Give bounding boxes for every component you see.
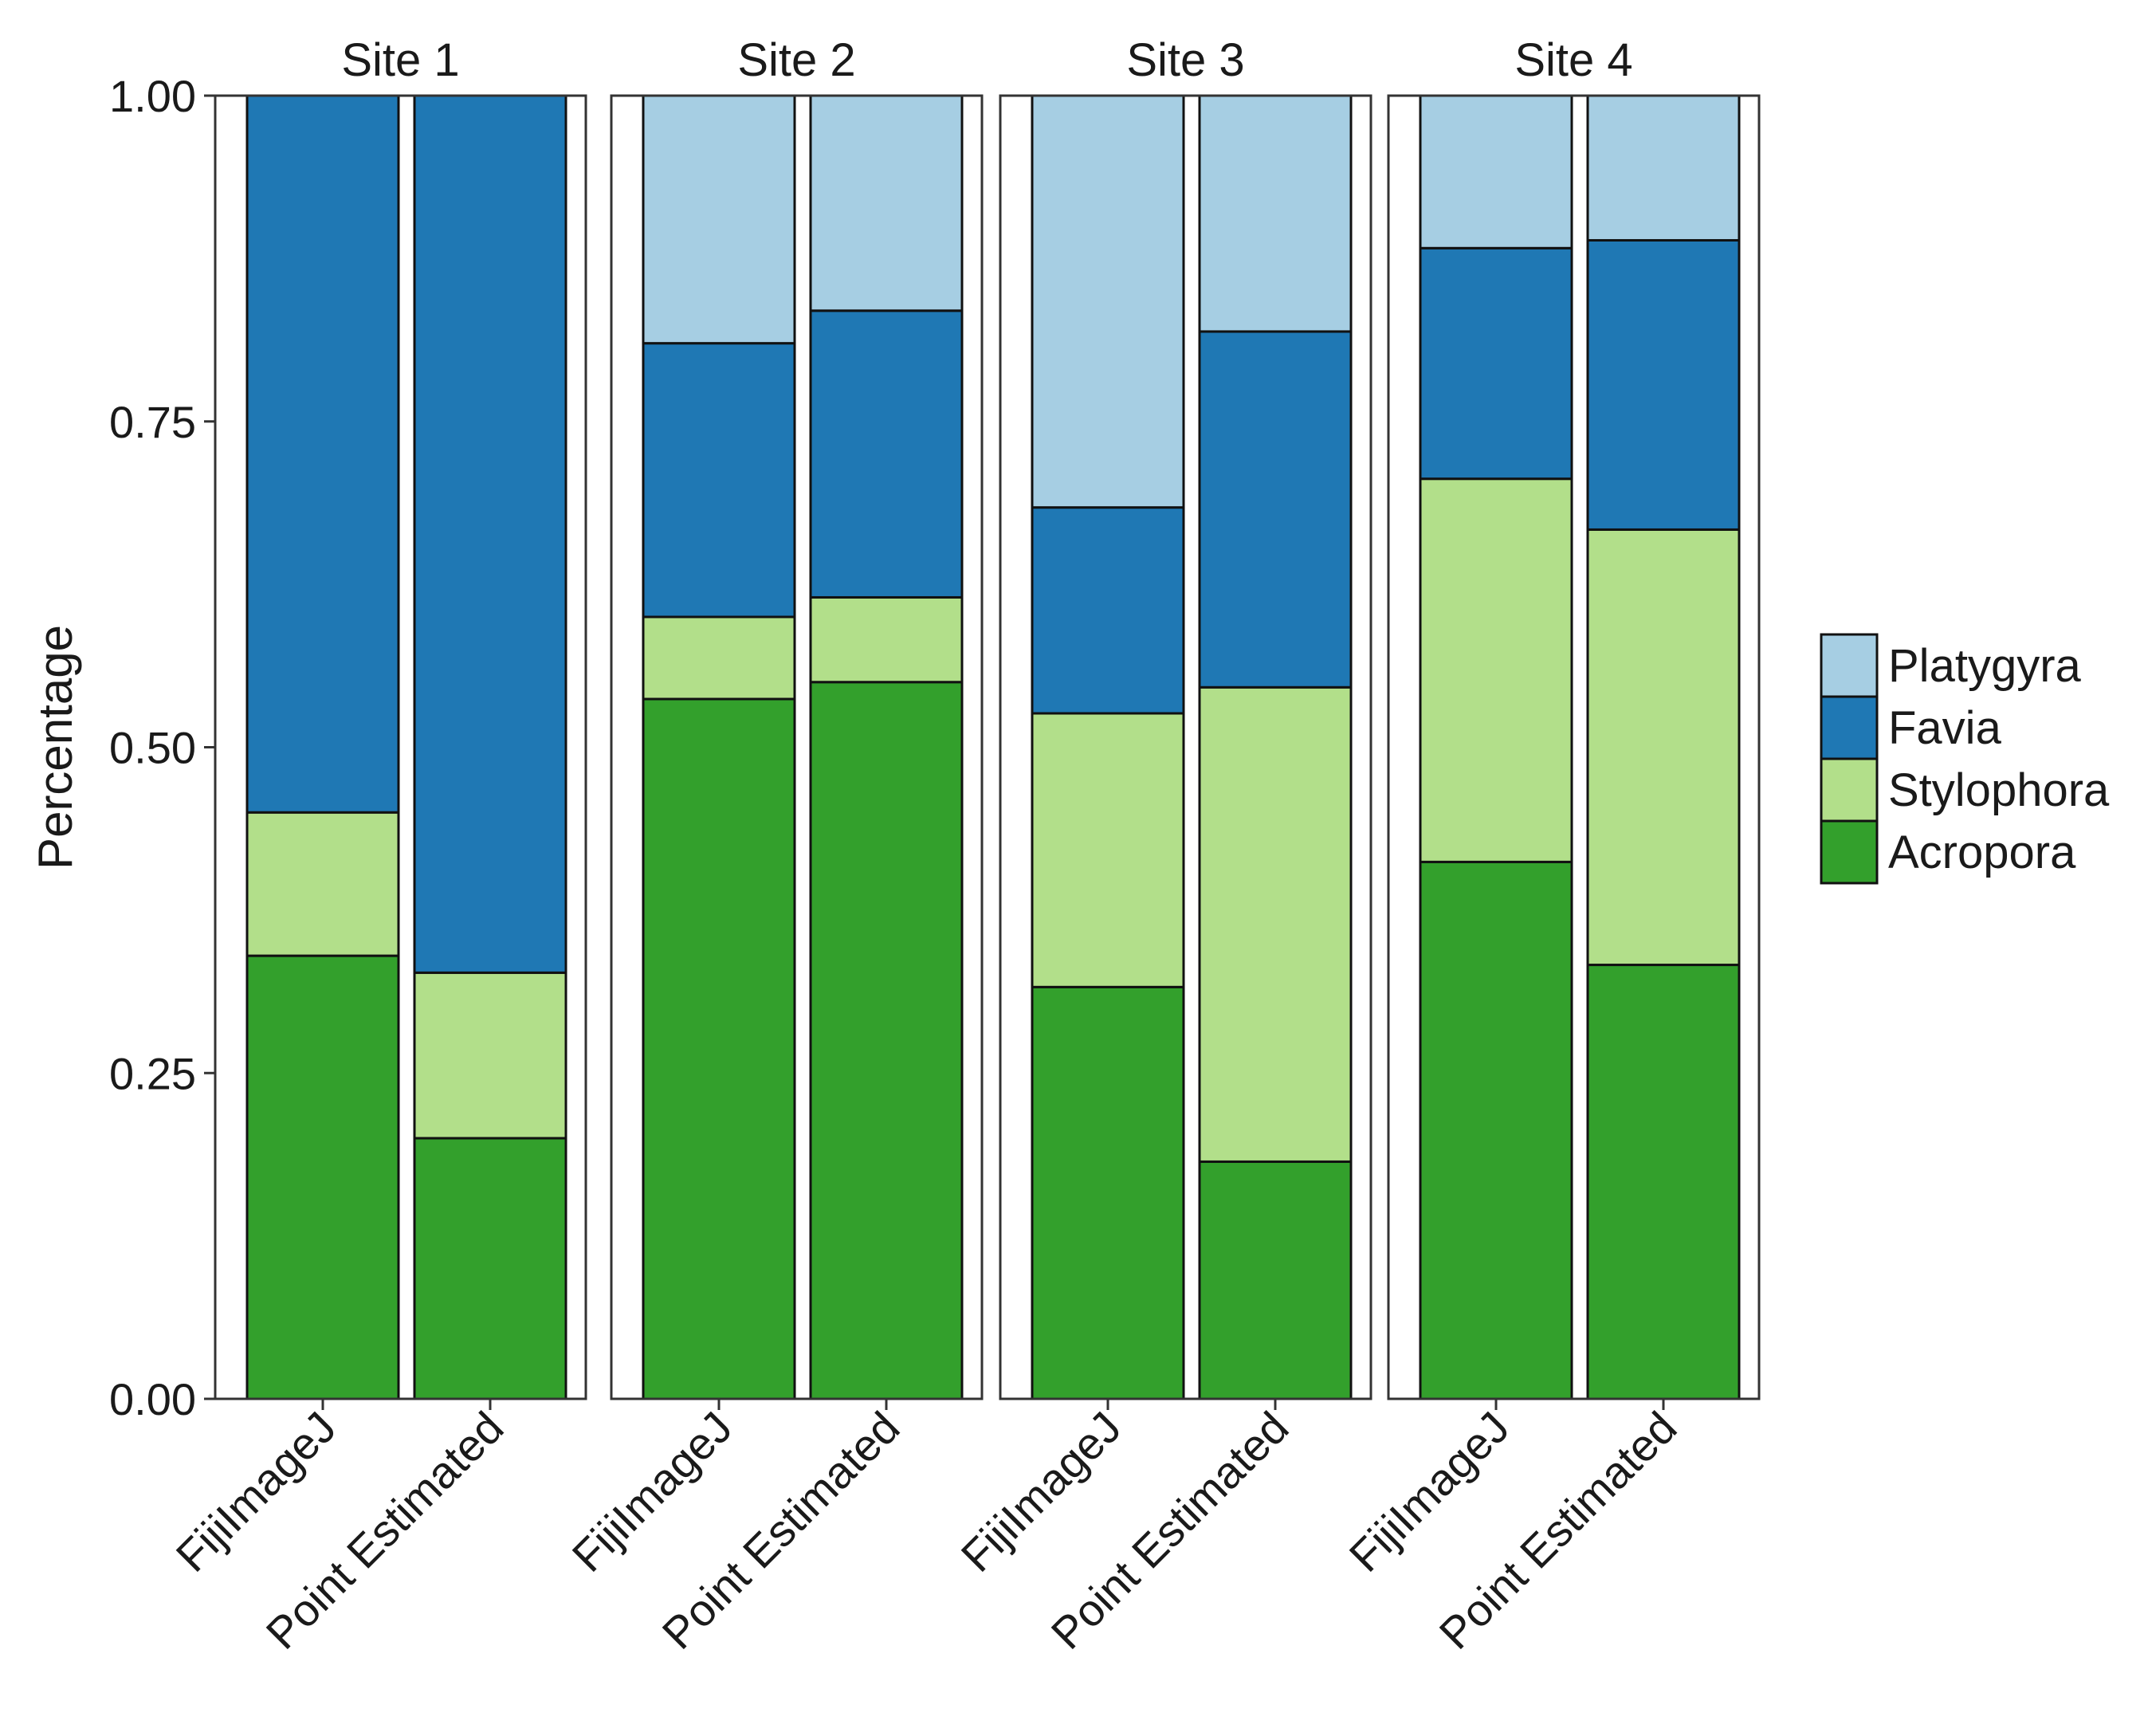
y-tick-label: 0.00 [109, 1374, 196, 1424]
bar-segment-site-4-fijiimagej-platygyra [1419, 94, 1573, 249]
facet-label-4: Site 4 [1514, 34, 1632, 86]
bar-segment-site-2-point-estimated-acropora [809, 681, 964, 1400]
facet-label-1: Site 1 [341, 34, 459, 86]
bar-segment-site-4-fijiimagej-favia [1419, 246, 1573, 481]
bar-segment-site-4-fijiimagej-acropora [1419, 860, 1573, 1400]
bar-segment-site-4-fijiimagej-stylophora [1419, 477, 1573, 863]
facet-panel-4: Site 4 [1387, 34, 1761, 1400]
bar-segment-site-4-point-estimated-acropora [1586, 964, 1741, 1400]
bar-segment-site-2-point-estimated-favia [809, 309, 964, 599]
facet-label-3: Site 3 [1126, 34, 1244, 86]
bar-segment-site-3-fijiimagej-platygyra [1031, 94, 1185, 509]
bar-segment-site-3-fijiimagej-acropora [1031, 985, 1185, 1400]
y-axis-title: Percentage [29, 625, 82, 870]
legend-item-favia: Favia [1820, 695, 2002, 760]
legend-item-platygyra: Platygyra [1820, 633, 2082, 698]
bar-segment-site-1-point-estimated-stylophora [413, 971, 567, 1140]
bar-segment-site-1-fijiimagej-acropora [245, 954, 400, 1400]
bar-segment-site-3-point-estimated-acropora [1198, 1160, 1353, 1400]
bar-segment-site-1-fijiimagej-favia [245, 94, 400, 814]
facet-label-2: Site 2 [737, 34, 855, 86]
bar-segment-site-4-point-estimated-favia [1586, 238, 1741, 531]
x-tick-label: FijiImageJ [563, 1402, 742, 1581]
panel-border-3 [999, 94, 1372, 1400]
y-tick-label: 0.25 [109, 1048, 196, 1098]
legend-item-acropora: Acropora [1820, 819, 2076, 885]
bar-segment-site-1-fijiimagej-stylophora [245, 811, 400, 957]
legend-key-acropora [1820, 819, 1879, 885]
x-tick-label: FijiImageJ [952, 1402, 1131, 1581]
bar-segment-site-4-point-estimated-stylophora [1586, 528, 1741, 967]
legend-item-stylophora: Stylophora [1820, 757, 2110, 823]
facet-panel-3: Site 3 [999, 34, 1372, 1400]
facet-panel-2: Site 2 [610, 34, 984, 1400]
facet-panels: Site 1 Site 2 Site 3 Site 4 [214, 34, 1761, 1400]
legend-key-platygyra [1820, 633, 1879, 698]
y-tick-label: 1.00 [109, 71, 196, 121]
bar-segment-site-1-point-estimated-favia [413, 94, 567, 974]
bar-segment-site-3-fijiimagej-stylophora [1031, 712, 1185, 988]
bar-segment-site-2-fijiimagej-favia [642, 342, 796, 619]
bar-segment-site-3-point-estimated-platygyra [1198, 94, 1353, 333]
panel-border-4 [1387, 94, 1761, 1400]
legend: Platygyra Favia Stylophora Acropora [1820, 633, 2110, 885]
legend-label-platygyra: Platygyra [1888, 640, 2082, 692]
y-tick-label: 0.75 [109, 397, 196, 447]
x-tick-label: FijiImageJ [167, 1402, 346, 1581]
facet-panel-1: Site 1 [214, 34, 587, 1400]
legend-key-stylophora [1820, 757, 1879, 823]
bar-segment-site-3-fijiimagej-favia [1031, 506, 1185, 715]
legend-label-stylophora: Stylophora [1888, 764, 2110, 816]
legend-label-favia: Favia [1888, 702, 2002, 754]
bar-segment-site-1-point-estimated-acropora [413, 1137, 567, 1400]
bar-segment-site-4-point-estimated-platygyra [1586, 94, 1741, 242]
legend-key-favia [1820, 695, 1879, 760]
bar-segment-site-2-point-estimated-platygyra [809, 94, 964, 312]
bar-segment-site-2-point-estimated-stylophora [809, 595, 964, 684]
bar-segment-site-3-point-estimated-favia [1198, 330, 1353, 689]
bar-segment-site-2-fijiimagej-acropora [642, 697, 796, 1400]
x-tick-label: FijiImageJ [1340, 1402, 1519, 1581]
panel-border-2 [610, 94, 984, 1400]
bar-segment-site-3-point-estimated-stylophora [1198, 685, 1353, 1163]
y-axis: 0.00 0.25 0.50 0.75 1.00 Percentage [29, 71, 215, 1424]
y-tick-label: 0.50 [109, 723, 196, 773]
bar-segment-site-2-fijiimagej-platygyra [642, 94, 796, 345]
legend-label-acropora: Acropora [1888, 827, 2076, 878]
bar-segment-site-2-fijiimagej-stylophora [642, 615, 796, 701]
